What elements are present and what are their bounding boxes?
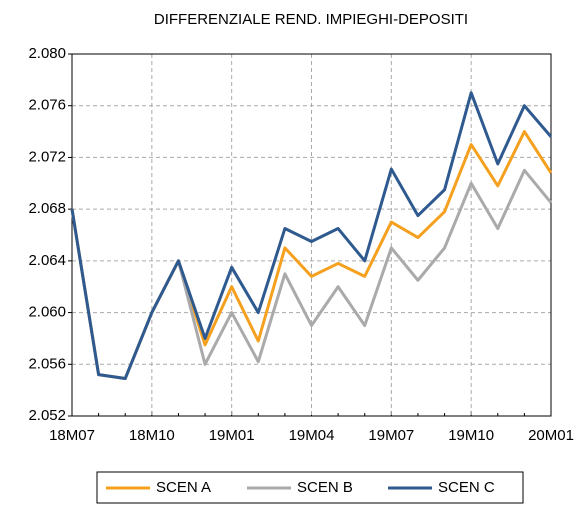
x-tick-label: 18M07: [49, 427, 95, 444]
series-line: [70, 91, 553, 381]
y-tick-label: 2.080: [28, 45, 66, 62]
y-tick-label: 2.068: [28, 200, 66, 217]
x-tick-label: 19M07: [368, 427, 414, 444]
y-tick-label: 2.056: [28, 355, 66, 372]
y-tick-label: 2.060: [28, 304, 66, 321]
y-tick-label: 2.052: [28, 407, 66, 424]
y-tick-label: 2.072: [28, 148, 66, 165]
y-tick-label: 2.064: [28, 252, 66, 269]
x-tick-label: 19M10: [448, 427, 494, 444]
x-tick-label: 19M01: [209, 427, 255, 444]
legend-label: SCEN A: [156, 479, 211, 496]
legend-label: SCEN C: [438, 479, 495, 496]
plot-frame: [71, 53, 552, 417]
x-tick-label: 19M04: [289, 427, 335, 444]
x-tick-label: 18M10: [129, 427, 175, 444]
legend-label: SCEN B: [297, 479, 353, 496]
legend-box: [96, 471, 524, 504]
y-tick-label: 2.076: [28, 97, 66, 114]
chart-title: DIFFERENZIALE REND. IMPIEGHI-DEPOSITI: [154, 11, 468, 28]
x-tick-label: 20M01: [528, 427, 574, 444]
